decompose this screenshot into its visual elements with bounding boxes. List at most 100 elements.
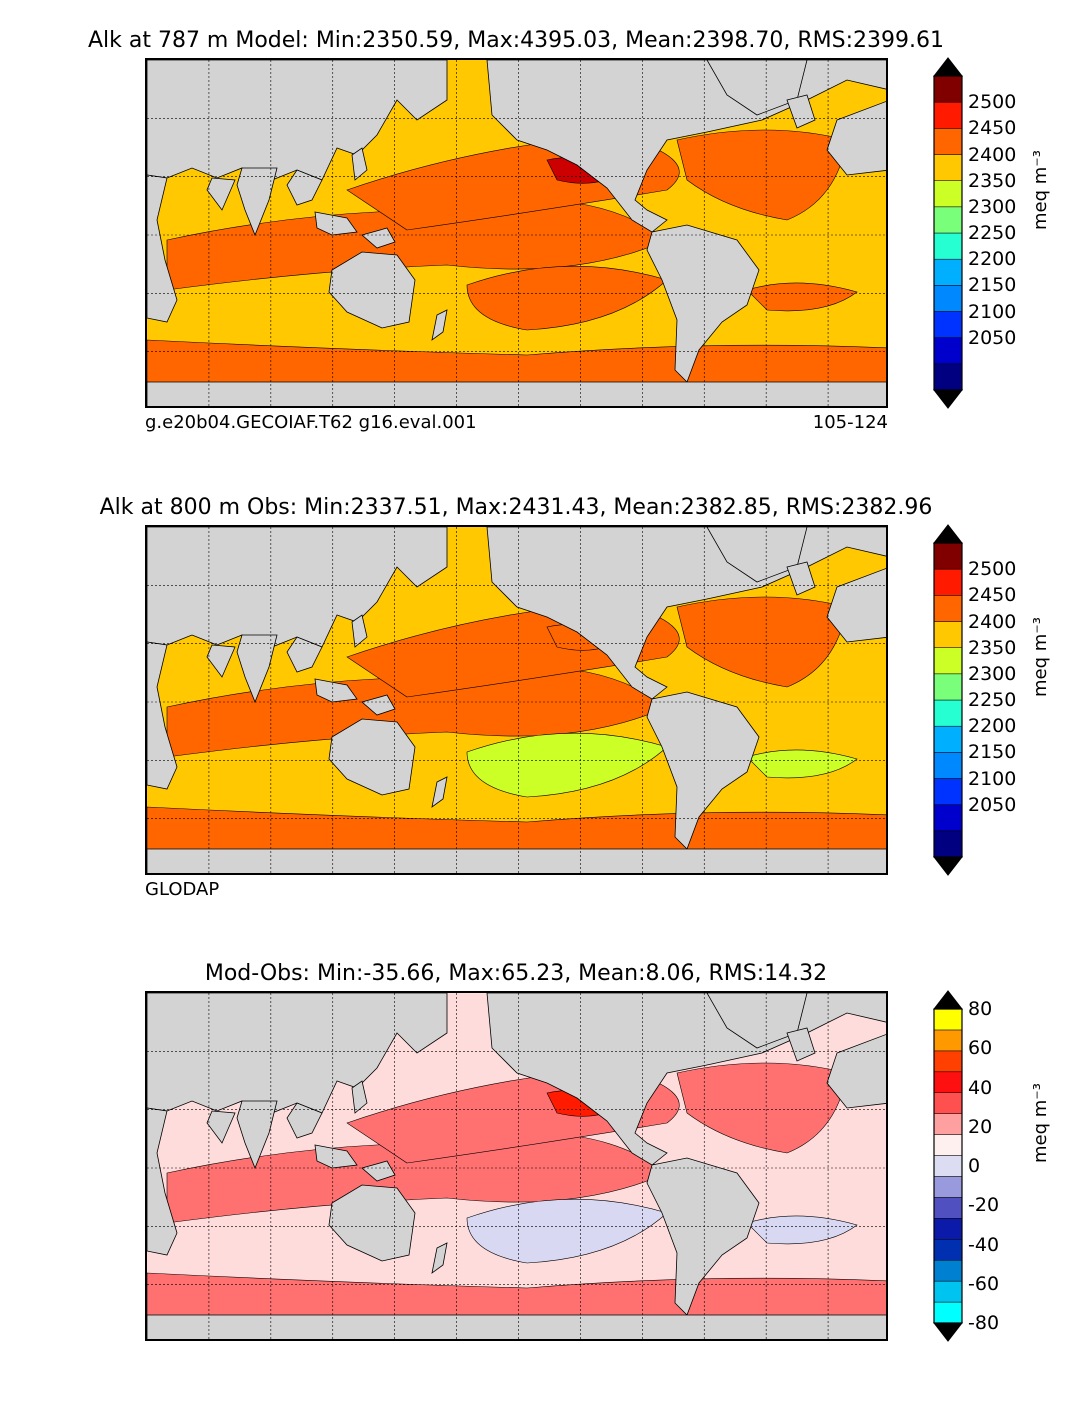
colorbar-segment xyxy=(933,311,963,338)
land-mass xyxy=(431,1242,448,1274)
colorbar-tick-label: 2450 xyxy=(968,584,1017,607)
colorbar-segment xyxy=(933,1050,963,1073)
land-mass xyxy=(286,636,323,673)
colorbar-tick-label: 2500 xyxy=(968,91,1017,114)
colorbar-segment xyxy=(933,1218,963,1240)
colorbar-segment xyxy=(933,621,963,648)
map-obs xyxy=(145,525,888,875)
colorbar-graphic xyxy=(932,990,964,1342)
colorbar-tick-label: 2250 xyxy=(968,222,1017,244)
land-mass xyxy=(706,993,808,1049)
colorbar-segment xyxy=(933,1280,963,1303)
colorbar-tick-label: 2200 xyxy=(968,715,1017,738)
map-graphic xyxy=(147,527,886,873)
colorbar-segment xyxy=(933,1155,963,1177)
colorbar-segment xyxy=(933,258,963,286)
colorbar-tick-label: 2150 xyxy=(968,741,1017,764)
land-mass xyxy=(328,718,416,796)
land-mass xyxy=(706,527,808,583)
colorbar-unit: meq m⁻³ xyxy=(1030,1082,1051,1163)
colorbar-under-arrow xyxy=(932,1322,964,1342)
colorbar-segment xyxy=(933,699,963,727)
colorbar-segment xyxy=(933,804,963,832)
colorbar-segment xyxy=(933,232,963,260)
colorbar-segment xyxy=(933,101,963,129)
land-mass xyxy=(826,568,886,643)
map-graphic xyxy=(147,993,886,1339)
colorbar-tick-label: -40 xyxy=(968,1233,1000,1256)
south-atlantic-patch xyxy=(746,1215,858,1245)
land-mass xyxy=(328,1184,416,1262)
colorbar-over-arrow xyxy=(932,990,964,1010)
colorbar-tick-label: 2400 xyxy=(968,610,1017,633)
land-mass xyxy=(706,60,808,116)
land-mass xyxy=(351,147,368,181)
years-caption: 105-124 xyxy=(812,412,888,433)
colorbar-segment xyxy=(933,154,963,181)
panel-title: Mod-Obs: Min:-35.66, Max:65.23, Mean:8.0… xyxy=(204,961,828,986)
colorbar-tick-label: 80 xyxy=(968,998,993,1020)
land-mass xyxy=(147,381,886,406)
land-mass xyxy=(786,1027,816,1062)
land-mass xyxy=(314,1144,358,1169)
land-mass xyxy=(314,211,358,236)
colorbar-tick-label: 2050 xyxy=(968,326,1017,349)
panel-diff: Mod-Obs: Min:-35.66, Max:65.23, Mean:8.0… xyxy=(0,961,1088,1413)
land-mass xyxy=(147,1107,178,1256)
colorbar-under-arrow xyxy=(932,389,964,409)
land-mass xyxy=(328,251,416,329)
colorbar-tick-label: 2350 xyxy=(968,169,1017,192)
colorbar-segment xyxy=(933,1071,963,1093)
colorbar-segment xyxy=(933,128,963,155)
colorbar-segment xyxy=(933,778,963,805)
land-mass xyxy=(646,691,760,850)
colorbar-segment xyxy=(933,752,963,779)
land-mass xyxy=(147,1314,886,1339)
colorbar xyxy=(932,57,964,409)
colorbar-tick-label: -80 xyxy=(968,1312,1000,1334)
colorbar-segment xyxy=(933,206,963,234)
colorbar-tick-label: 2100 xyxy=(968,300,1017,323)
land-mass xyxy=(147,848,886,873)
colorbar-segment xyxy=(933,1134,963,1156)
land-mass xyxy=(314,678,358,703)
colorbar-tick-label: 0 xyxy=(968,1155,981,1177)
panel-title: Alk at 800 m Obs: Min:2337.51, Max:2431.… xyxy=(99,495,933,520)
colorbar-segment xyxy=(933,1176,963,1198)
colorbar-tick-label: 2350 xyxy=(968,636,1017,659)
colorbar-segment xyxy=(933,1113,963,1135)
colorbar-tick-label: 2400 xyxy=(968,143,1017,166)
panel-obs: Alk at 800 m Obs: Min:2337.51, Max:2431.… xyxy=(0,495,1088,947)
land-mass xyxy=(646,224,760,383)
colorbar-segment xyxy=(933,180,963,208)
colorbar-tick-label: 2150 xyxy=(968,274,1017,297)
colorbar-tick-label: 2250 xyxy=(968,689,1017,711)
land-mass xyxy=(786,561,816,596)
land-mass xyxy=(351,614,368,648)
colorbar-graphic xyxy=(932,524,964,876)
land-mass xyxy=(147,174,178,323)
source-caption: GLODAP xyxy=(145,879,220,900)
land-mass xyxy=(826,101,886,176)
south-pacific-patch xyxy=(466,1198,668,1264)
southern-band xyxy=(147,339,886,391)
colorbar-tick-label: 2200 xyxy=(968,248,1017,271)
colorbar-tick-label: 2300 xyxy=(968,195,1017,218)
colorbar-segment xyxy=(933,1197,963,1219)
southern-band xyxy=(147,806,886,858)
land-mass xyxy=(646,1157,760,1316)
colorbar-segment xyxy=(933,337,963,365)
colorbar-frame xyxy=(933,1008,963,1324)
land-mass xyxy=(786,94,816,129)
colorbar-tick-label: 60 xyxy=(968,1037,993,1060)
land-mass xyxy=(286,169,323,206)
colorbar-under-arrow xyxy=(932,856,964,876)
colorbar-tick-label: 2450 xyxy=(968,117,1017,140)
south-pacific-patch xyxy=(466,265,668,331)
colorbar-unit: meq m⁻³ xyxy=(1030,149,1051,230)
colorbar-segment xyxy=(933,647,963,675)
land-mass xyxy=(431,776,448,808)
colorbar-segment xyxy=(933,1092,963,1114)
colorbar-segment xyxy=(933,568,963,596)
colorbar-segment xyxy=(933,1008,963,1031)
